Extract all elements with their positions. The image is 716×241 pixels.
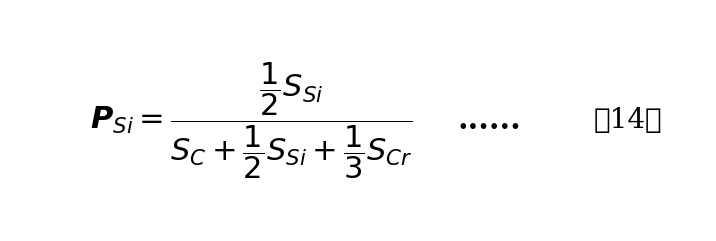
Text: $\boldsymbol{P}_{Si} = \dfrac{\dfrac{1}{2}S_{Si}}{S_C + \dfrac{1}{2}S_{Si} + \df: $\boldsymbol{P}_{Si} = \dfrac{\dfrac{1}{…: [90, 60, 413, 181]
Text: ......: ......: [458, 105, 521, 136]
Text: （14）: （14）: [594, 107, 662, 134]
